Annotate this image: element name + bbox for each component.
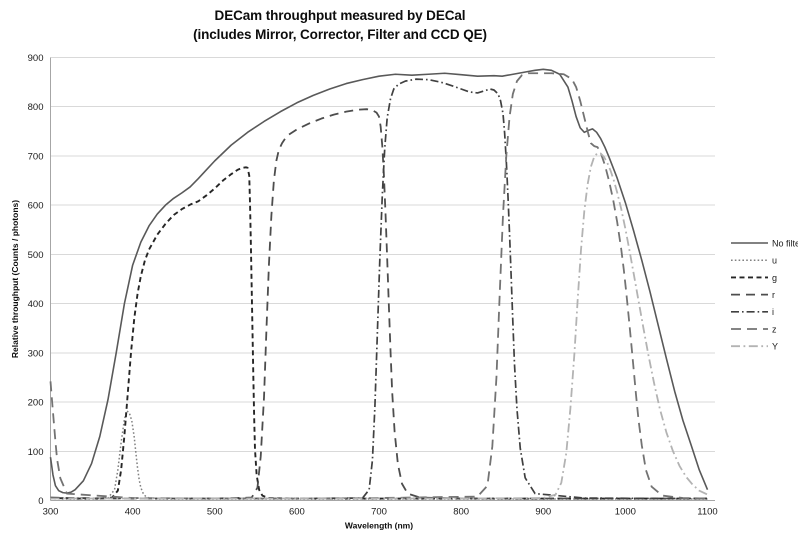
y-axis-title: Relative throughput (Counts / photons) <box>10 200 20 358</box>
legend-label-no-filter: No filter <box>772 238 798 248</box>
series-line-u <box>50 410 708 500</box>
chart-title-line-2: (includes Mirror, Corrector, Filter and … <box>193 27 487 42</box>
y-tick-label: 800 <box>28 102 44 113</box>
x-tick-label: 300 <box>43 507 59 518</box>
x-tick-label: 800 <box>453 507 469 518</box>
x-axis-tick-labels: 300 400 500 600 700 800 900 1000 1100 <box>43 507 718 518</box>
series-line-r <box>50 108 708 500</box>
x-tick-label: 700 <box>371 507 387 518</box>
series-line-y <box>50 152 708 500</box>
series-line-no-filter <box>49 68 709 494</box>
legend-label-u: u <box>772 256 777 266</box>
x-tick-label: 1000 <box>615 507 636 518</box>
grid-lines <box>50 57 715 501</box>
page-title: DECam throughput measured by DECal (incl… <box>0 6 680 44</box>
y-tick-label: 100 <box>28 447 44 458</box>
y-tick-label: 600 <box>28 201 44 212</box>
y-tick-label: 200 <box>28 398 44 409</box>
y-tick-label: 0 <box>38 496 43 507</box>
y-tick-label: 300 <box>28 348 44 359</box>
x-tick-label: 1100 <box>697 507 717 518</box>
legend-label-g: g <box>772 273 777 283</box>
legend-label-z: z <box>772 324 777 334</box>
legend-label-r: r <box>772 290 775 300</box>
y-tick-label: 900 <box>28 53 44 64</box>
x-tick-label: 500 <box>207 507 223 518</box>
series-line-g <box>50 166 708 500</box>
y-axis-tick-labels: 0 100 200 300 400 500 600 700 800 900 <box>28 53 44 507</box>
series-line-z <box>49 72 708 500</box>
x-tick-label: 600 <box>289 507 305 518</box>
series-line-i <box>50 78 708 500</box>
data-series-group <box>49 68 709 500</box>
y-tick-label: 500 <box>28 250 44 261</box>
x-tick-label: 900 <box>535 507 551 518</box>
legend-label-i: i <box>772 307 774 317</box>
y-tick-label: 400 <box>28 299 44 310</box>
legend-label-y: Y <box>772 342 778 352</box>
x-axis-title: Wavelength (nm) <box>345 521 413 531</box>
chart-title-line-1: DECam throughput measured by DECal <box>214 8 466 23</box>
y-tick-label: 700 <box>28 151 44 162</box>
x-tick-label: 400 <box>125 507 141 518</box>
